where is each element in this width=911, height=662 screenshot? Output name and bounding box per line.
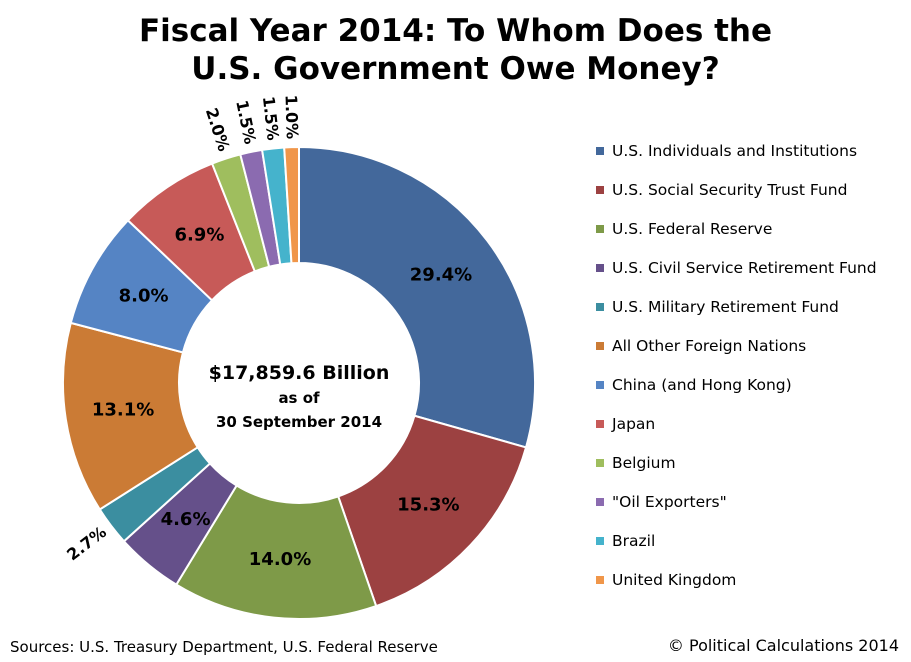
legend-item: U.S. Social Security Trust Fund [596,170,911,209]
legend-swatch [596,380,604,389]
donut-slice [336,414,528,608]
slice-label: 15.3% [397,494,459,515]
legend-label: Japan [612,414,656,433]
legend-swatch [596,146,604,155]
donut-slice [174,484,378,620]
legend-swatch [596,302,604,311]
legend-item: U.S. Military Retirement Fund [596,287,911,326]
slice-label: 14.0% [249,549,311,570]
as-of-date: 30 September 2014 [215,413,383,431]
donut-center-label: $17,859.6 Billion as of 30 September 201… [179,360,419,434]
slice-label: 4.6% [161,509,211,530]
legend-label: U.S. Civil Service Retirement Fund [612,258,877,277]
legend-swatch [596,458,604,467]
legend-item: "Oil Exporters" [596,482,911,521]
legend-swatch [596,341,604,350]
legend-label: All Other Foreign Nations [612,336,807,355]
copyright-note: © Political Calculations 2014 [667,636,899,655]
legend-label: China (and Hong Kong) [612,375,792,394]
chart-title: Fiscal Year 2014: To Whom Does the U.S. … [0,12,911,88]
slice-label: 2.0% [202,105,234,153]
legend-swatch [596,575,604,584]
legend-label: U.S. Individuals and Institutions [612,141,858,160]
donut-slice [298,145,536,449]
legend-label: U.S. Military Retirement Fund [612,297,839,316]
chart-title-line-2: U.S. Government Owe Money? [191,51,720,87]
legend-item: U.S. Civil Service Retirement Fund [596,248,911,287]
legend-label: United Kingdom [612,570,737,589]
legend-label: "Oil Exporters" [612,492,727,511]
chart-title-line-1: Fiscal Year 2014: To Whom Does the [138,13,773,49]
legend-item: United Kingdom [596,560,911,599]
total-debt-amount: $17,859.6 Billion [208,362,390,384]
legend-label: Belgium [612,453,676,472]
legend-item: Belgium [596,443,911,482]
legend-label: U.S. Social Security Trust Fund [612,180,848,199]
slice-label: 1.5% [232,98,260,145]
slice-label: 2.7% [63,522,110,564]
legend-item: China (and Hong Kong) [596,365,911,404]
as-of-label: as of [278,389,320,407]
legend-swatch [596,185,604,194]
slice-label: 29.4% [410,265,472,286]
legend-swatch [596,263,604,272]
legend-item: All Other Foreign Nations [596,326,911,365]
slice-label: 8.0% [119,285,169,306]
slice-label: 6.9% [174,224,224,245]
donut-slice [62,321,200,511]
legend-item: Brazil [596,521,911,560]
legend-swatch [596,536,604,545]
legend-label: U.S. Federal Reserve [612,219,773,238]
legend-item: Japan [596,404,911,443]
legend-item: U.S. Federal Reserve [596,209,911,248]
legend-label: Brazil [612,531,656,550]
slice-label: 1.0% [281,94,301,139]
legend-swatch [596,224,604,233]
slice-label: 13.1% [92,399,154,420]
slice-label: 1.5% [259,95,283,141]
sources-note: Sources: U.S. Treasury Department, U.S. … [10,638,438,656]
legend-swatch [596,419,604,428]
legend-item: U.S. Individuals and Institutions [596,131,911,170]
chart-legend: U.S. Individuals and Institutions U.S. So… [596,131,911,599]
legend-swatch [596,497,604,506]
donut-slice [283,145,300,265]
